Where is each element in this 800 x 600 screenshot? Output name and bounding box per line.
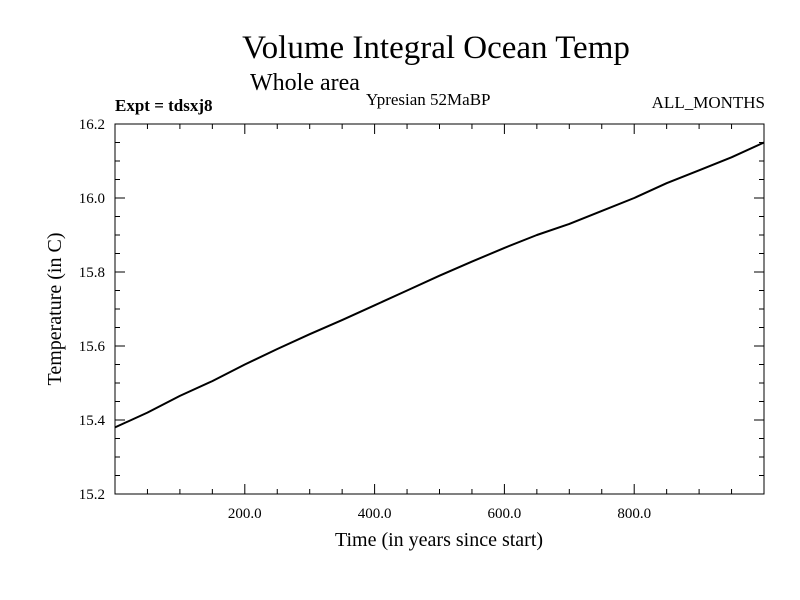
y-tick-label: 15.2 bbox=[79, 487, 105, 503]
axis-ticks bbox=[115, 124, 764, 494]
x-tick-label: 600.0 bbox=[488, 506, 522, 522]
y-axis-label: Temperature (in C) bbox=[44, 233, 66, 386]
y-tick-label: 15.4 bbox=[79, 413, 106, 429]
months-label: ALL_MONTHS bbox=[651, 93, 765, 112]
chart-subtitle: Whole area bbox=[250, 70, 360, 96]
experiment-label: Expt = tdsxj8 bbox=[115, 96, 213, 115]
axis-tick-labels: 200.0 400.0 600.0 800.0 15.2 15.4 15.6 15.8 16.0… bbox=[79, 117, 651, 522]
y-tick-label: 15.8 bbox=[79, 265, 105, 281]
temperature-series-line bbox=[114, 141, 765, 429]
x-tick-label: 200.0 bbox=[228, 506, 262, 522]
x-axis-label: Time (in years since start) bbox=[335, 529, 543, 551]
x-tick-label: 400.0 bbox=[358, 506, 392, 522]
y-tick-label: 16.2 bbox=[79, 117, 105, 133]
period-label: Ypresian 52MaBP bbox=[366, 90, 491, 109]
y-tick-label: 15.6 bbox=[79, 339, 106, 355]
y-tick-label: 16.0 bbox=[79, 191, 105, 207]
plot-frame bbox=[114, 123, 765, 495]
chart-title: Volume Integral Ocean Temp bbox=[242, 30, 630, 66]
x-tick-label: 800.0 bbox=[617, 506, 651, 522]
